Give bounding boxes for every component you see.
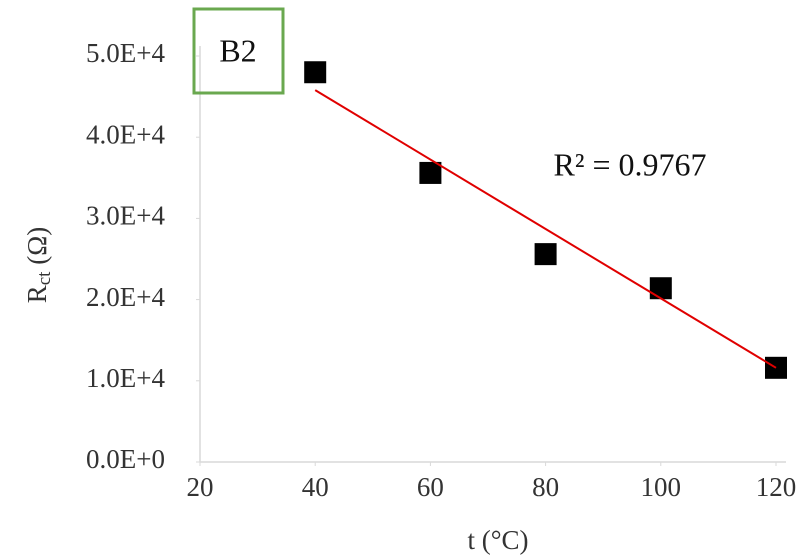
x-axis-title: t (°C) <box>467 525 528 555</box>
y-title-sub: ct <box>34 271 55 285</box>
y-title-main: R <box>22 285 52 303</box>
trendline <box>314 89 777 369</box>
annotation-box <box>192 7 285 95</box>
y-title-unit: (Ω) <box>22 227 52 272</box>
x-tick-label: 40 <box>302 472 329 502</box>
point <box>534 243 557 266</box>
x-tick-label: 20 <box>187 472 214 502</box>
point <box>649 277 672 300</box>
annotation: B2 <box>219 32 256 68</box>
y-tick-label: 1.0E+4 <box>86 363 165 393</box>
point <box>419 161 442 184</box>
y-tick-label: 4.0E+4 <box>86 119 165 149</box>
point <box>304 61 327 84</box>
y-tick-label: 0.0E+0 <box>86 444 165 474</box>
y-axis-title: Rct (Ω) <box>22 227 55 304</box>
y-tick-label: 3.0E+4 <box>86 201 165 231</box>
y-tick-label: 2.0E+4 <box>86 282 165 312</box>
y-tick-label: 5.0E+4 <box>86 38 165 68</box>
x-tick-label: 80 <box>532 472 559 502</box>
r2-label: R² = 0.9767 <box>554 146 707 182</box>
x-tick-label: 120 <box>756 472 797 502</box>
x-tick-label: 60 <box>417 472 444 502</box>
x-tick-label: 100 <box>641 472 682 502</box>
